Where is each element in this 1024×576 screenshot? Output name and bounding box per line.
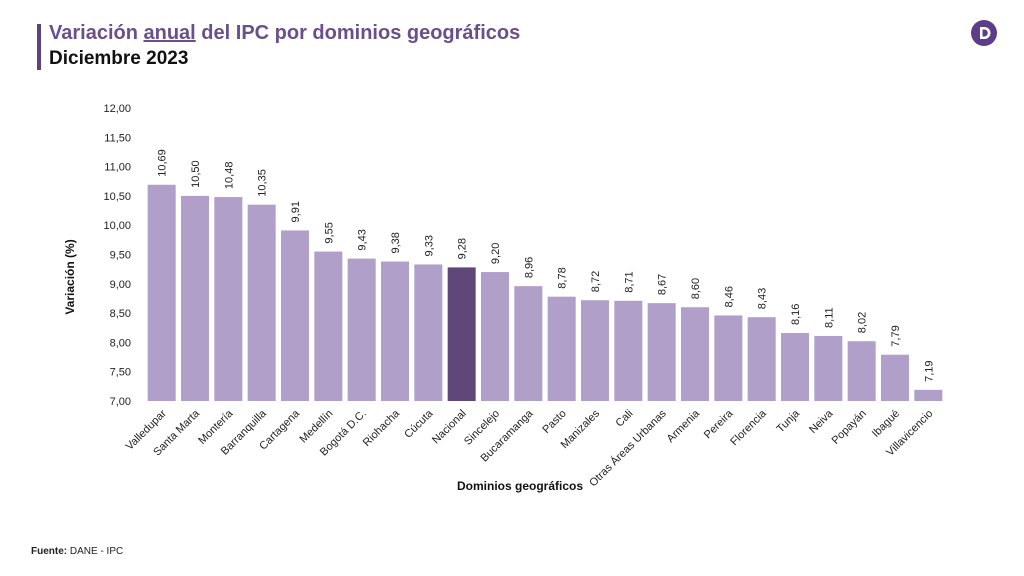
source-note: Fuente: DANE - IPC bbox=[31, 546, 124, 557]
bar-c-cuta bbox=[414, 264, 443, 401]
value-label: 10,35 bbox=[257, 169, 269, 197]
value-label: 8,43 bbox=[757, 288, 769, 309]
value-label: 8,02 bbox=[857, 312, 869, 333]
x-tick-label: Neiva bbox=[807, 407, 836, 436]
value-label: 9,20 bbox=[490, 243, 502, 264]
title-accent-bar bbox=[37, 24, 41, 70]
value-label: 8,46 bbox=[723, 286, 735, 307]
bar-manizales bbox=[581, 300, 609, 401]
bar-cartagena bbox=[281, 230, 309, 401]
y-tick-label: 11,00 bbox=[104, 162, 131, 174]
x-tick-label: Popayán bbox=[830, 408, 869, 447]
bar-pasto bbox=[547, 296, 576, 401]
bar-neiva bbox=[814, 335, 843, 401]
bar-riohacha bbox=[381, 261, 409, 401]
x-tick-label: Florencia bbox=[728, 407, 769, 448]
value-label: 7,79 bbox=[890, 325, 902, 346]
y-tick-label: 11,50 bbox=[104, 132, 131, 144]
x-axis-title: Dominios geográficos bbox=[457, 479, 583, 493]
value-label: 8,16 bbox=[790, 304, 802, 325]
bar-bogot-d-c- bbox=[347, 258, 376, 401]
y-tick-label: 10,50 bbox=[103, 191, 131, 203]
bar-villavicencio bbox=[914, 389, 943, 401]
value-label: 10,48 bbox=[223, 162, 235, 190]
value-label: 10,69 bbox=[157, 149, 169, 177]
value-label: 8,72 bbox=[590, 271, 602, 292]
bar-cali bbox=[614, 300, 643, 401]
bar-florencia bbox=[747, 317, 776, 401]
value-label: 8,60 bbox=[690, 278, 702, 299]
x-tick-label: Tunja bbox=[774, 407, 802, 435]
y-tick-label: 7,00 bbox=[110, 396, 131, 408]
y-tick-label: 8,00 bbox=[110, 337, 131, 349]
y-tick-label: 12,00 bbox=[103, 103, 131, 115]
bar-armenia bbox=[681, 307, 709, 401]
y-tick-label: 7,50 bbox=[110, 367, 131, 379]
bar-nacional bbox=[447, 267, 476, 401]
dane-logo-icon bbox=[971, 20, 997, 46]
y-axis-title: Variación (%) bbox=[63, 239, 77, 314]
value-label: 9,38 bbox=[390, 232, 402, 253]
y-axis-ticks: 7,00 7,50 8,00 8,50 9,00 9,50 10,00 10,50 11,00 1… bbox=[103, 103, 131, 408]
value-label: 9,91 bbox=[290, 201, 302, 222]
bar-ibagu- bbox=[881, 354, 909, 401]
value-labels: 10,69 10,50 10,48 10,35 9,91 9,55 9,43 9,38 9,33… bbox=[157, 149, 936, 382]
y-tick-label: 9,50 bbox=[110, 250, 131, 262]
bar-valledupar bbox=[147, 184, 176, 401]
chart-title: Variación anual del IPC por dominios geo… bbox=[49, 22, 521, 44]
bar-pereira bbox=[714, 315, 743, 401]
title-underlined-word: anual bbox=[143, 22, 196, 44]
x-tick-label: Pasto bbox=[540, 408, 568, 436]
bar-tunja bbox=[781, 333, 809, 401]
bar-medell-n bbox=[314, 251, 343, 401]
x-tick-label: Cali bbox=[614, 408, 636, 430]
y-tick-label: 9,00 bbox=[110, 279, 131, 291]
value-label: 8,96 bbox=[523, 257, 535, 278]
value-label: 7,19 bbox=[923, 360, 935, 381]
value-label: 8,11 bbox=[823, 307, 835, 328]
value-label: 9,33 bbox=[423, 235, 435, 256]
bars bbox=[147, 184, 943, 401]
value-label: 10,50 bbox=[190, 160, 202, 188]
x-tick-label: Riohacha bbox=[361, 407, 403, 449]
chart-subtitle: Diciembre 2023 bbox=[49, 48, 189, 69]
bar-santa-marta bbox=[181, 195, 209, 401]
y-tick-label: 10,00 bbox=[103, 220, 131, 232]
value-label: 9,43 bbox=[357, 229, 369, 250]
bar-sincelejo bbox=[481, 272, 509, 401]
x-tick-label: Ibagué bbox=[870, 408, 902, 440]
bar-monter-a bbox=[214, 197, 243, 401]
value-label: 8,78 bbox=[557, 267, 569, 288]
value-label: 8,71 bbox=[623, 271, 635, 292]
value-label: 9,28 bbox=[457, 238, 469, 259]
bar-bucaramanga bbox=[514, 286, 543, 401]
bar-barranquilla bbox=[247, 204, 276, 401]
value-label: 9,55 bbox=[323, 222, 335, 243]
value-label: 8,67 bbox=[657, 274, 669, 295]
y-tick-label: 8,50 bbox=[110, 308, 131, 320]
bar-otras-reas-urbanas bbox=[647, 303, 676, 401]
bar-popay-n bbox=[847, 341, 876, 401]
x-tick-label: Armenia bbox=[665, 407, 703, 445]
